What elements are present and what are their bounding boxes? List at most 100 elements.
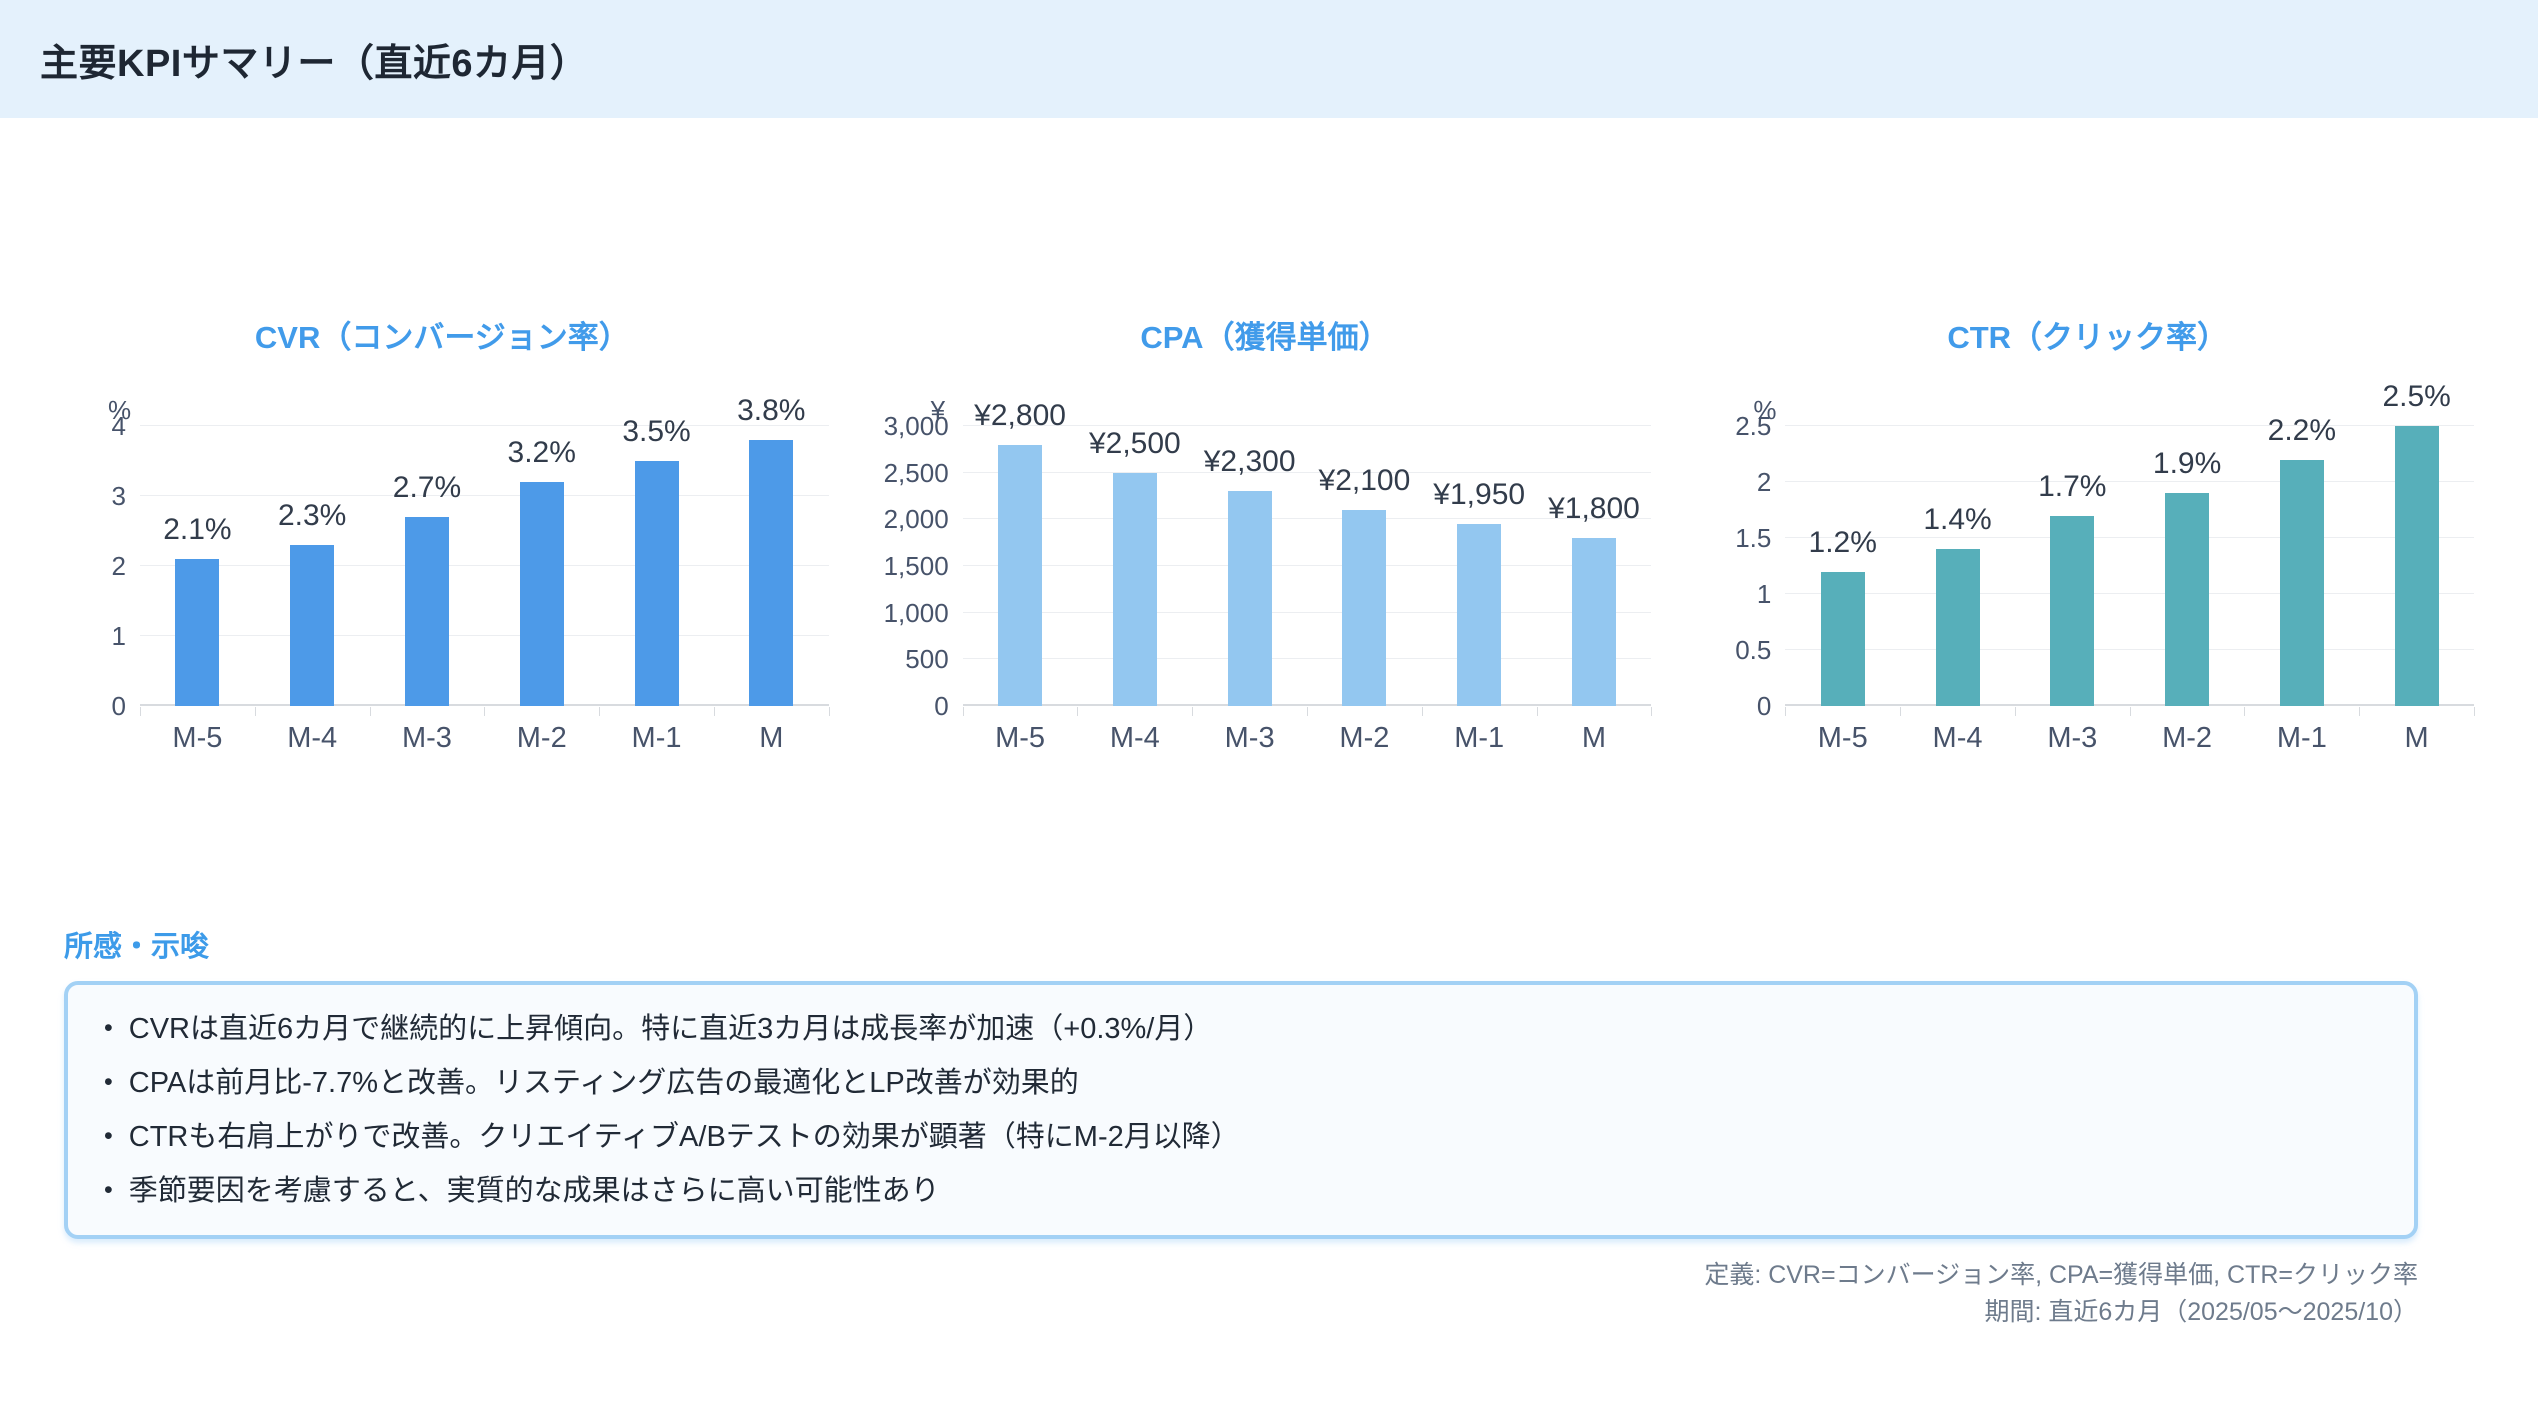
x-tick-label: M-3: [2047, 722, 2098, 754]
y-tick-label: 500: [905, 644, 949, 675]
axis-tick: [1536, 707, 1538, 716]
gridline: [140, 565, 829, 566]
note-bullet-4: 季節要因を考慮すると、実質的な成果はさらに高い可能性あり: [104, 1165, 2378, 1219]
notes-heading: 所感・示唆: [64, 931, 210, 963]
bar-value-label: 2.2%: [2267, 413, 2337, 447]
bar-value-label: ¥2,300: [1203, 445, 1296, 479]
axis-tick: [2474, 707, 2476, 716]
bar-cpa-m-2: [1342, 510, 1387, 706]
bar-slot: 2.5%: [2359, 380, 2474, 706]
bar-value-label: ¥2,800: [974, 398, 1066, 432]
bar-slot: 2.7%: [370, 426, 485, 706]
y-tick-label: 3: [111, 481, 126, 511]
y-tick-label: 0: [1756, 691, 1772, 721]
bar-slot: 3.8%: [714, 394, 829, 706]
axis-tick: [484, 707, 486, 716]
y-tick-label: 1,500: [883, 551, 949, 581]
gridline: [962, 471, 1652, 473]
chart-title-cpa: CPA（獲得単価）: [1140, 320, 1390, 355]
bar-slot: 3.5%: [599, 415, 714, 706]
bar-value-label: ¥2,500: [1088, 426, 1181, 460]
bar-slot: ¥2,500: [1077, 426, 1192, 706]
x-axis-labels-cvr: M-5 M-4 M-3 M-2 M-1 M: [140, 706, 829, 755]
gridline: [140, 495, 829, 496]
y-axis-unit-row-ctr: %: [1701, 382, 2474, 426]
page-title: 主要KPIサマリー（直近6カ月）: [40, 42, 589, 85]
x-tick-label: M-1: [1454, 722, 1505, 754]
footnotes: 定義: CVR=コンバージョン率, CPA=獲得単価, CTR=クリック率 期間…: [64, 1257, 2418, 1331]
bar-slot: ¥2,800: [963, 399, 1078, 706]
y-tick-label: 2,500: [883, 457, 949, 488]
bar-cpa-m-4: [1112, 472, 1157, 706]
bar-slot: 1.4%: [1900, 426, 2015, 706]
y-tick-label: 1: [111, 621, 126, 651]
bar-value-label: 2.1%: [163, 513, 232, 546]
x-tick-label: M: [2404, 722, 2429, 754]
y-tick-label: 2: [1756, 467, 1772, 497]
axis-tick: [1421, 707, 1423, 716]
chart-card-cvr: CVR（コンバージョン率）% 0 1 2 3 4 2.1% 2.3% 2.7% 3.2% 3.5% 3…: [56, 318, 830, 755]
bars-cpa: ¥2,800 ¥2,500 ¥2,300 ¥2,100 ¥1,950 ¥1,800: [963, 399, 1652, 706]
x-tick-label: M-3: [1224, 722, 1275, 754]
axis-tick: [2359, 707, 2361, 716]
gridline: [962, 518, 1652, 520]
gridline: [1785, 425, 2475, 426]
x-tick-label: M-4: [287, 722, 338, 754]
bar-slot: 3.2%: [484, 426, 599, 706]
bar-value-label: 2.7%: [392, 471, 462, 504]
y-tick-label: 4: [111, 411, 126, 441]
period-note: 期間: 直近6カ月（2025/05〜2025/10）: [1984, 1298, 2418, 1326]
plot-area-ctr: 1.2% 1.4% 1.7% 1.9% 2.2% 2.5%: [1785, 380, 2476, 716]
bar-cvr-m: [749, 440, 794, 706]
plot-area-cpa: ¥2,800 ¥2,500 ¥2,300 ¥2,100 ¥1,950 ¥1,800: [962, 399, 1653, 716]
kpi-dashboard: CVR（コンバージョン率）% 0 1 2 3 4 2.1% 2.3% 2.7% 3.2% 3.5% 3…: [0, 318, 2538, 1331]
bar-slot: 2.1%: [140, 426, 255, 706]
axis-tick: [1192, 707, 1194, 716]
bar-value-label: 3.5%: [622, 415, 691, 448]
y-axis-ctr: 0 0.5 1 1.5 2 2.5: [1701, 413, 1785, 719]
y-tick-label: 2.5: [1735, 411, 1772, 441]
bar-ctr-m-4: [1935, 549, 1980, 706]
y-tick-label: 2,000: [883, 504, 949, 535]
bar-value-label: ¥1,950: [1433, 478, 1526, 511]
x-axis-line: [140, 704, 829, 706]
x-tick-label: M-2: [2162, 722, 2213, 754]
y-tick-label: 3,000: [883, 411, 949, 441]
bar-value-label: ¥1,800: [1548, 492, 1640, 525]
x-axis-line: [1785, 704, 2475, 706]
axis-tick: [1651, 707, 1653, 716]
notes-list: CVRは直近6カ月で継続的に上昇傾向。特に直近3カ月は成長率が加速（+0.3%/…: [104, 1003, 2378, 1219]
gridline: [1785, 537, 2475, 538]
notes-section: 所感・示唆 CVRは直近6カ月で継続的に上昇傾向。特に直近3カ月は成長率が加速（…: [64, 927, 2418, 1239]
x-tick-label: M-2: [516, 722, 567, 754]
bar-cvr-m-5: [175, 559, 220, 706]
axis-tick: [1785, 707, 1787, 716]
note-bullet-1: CVRは直近6カ月で継続的に上昇傾向。特に直近3カ月は成長率が加速（+0.3%/…: [104, 1003, 2378, 1057]
x-tick-label: M: [1581, 722, 1607, 754]
bars-ctr: 1.2% 1.4% 1.7% 1.9% 2.2% 2.5%: [1785, 380, 2474, 706]
y-tick-label: 1,000: [883, 597, 949, 628]
bar-cpa-m: [1571, 538, 1616, 706]
plot-row-ctr: 0 0.5 1 1.5 2 2.5 1.2% 1.4% 1.7% 1.9% 2.2% 2.5%: [1701, 380, 2476, 719]
bars-cvr: 2.1% 2.3% 2.7% 3.2% 3.5% 3.8%: [140, 394, 829, 706]
x-axis-labels-cpa: M-5 M-4 M-3 M-2 M-1 M: [963, 706, 1652, 755]
y-tick-label: 0: [934, 691, 949, 721]
axis-tick: [2129, 707, 2131, 716]
bar-cvr-m-2: [519, 482, 564, 706]
gridline: [140, 425, 829, 426]
definition-note: 定義: CVR=コンバージョン率, CPA=獲得単価, CTR=クリック率: [1704, 1261, 2418, 1289]
bar-value-label: ¥2,100: [1318, 464, 1411, 497]
y-tick-label: 1.5: [1735, 523, 1772, 553]
gridline: [962, 611, 1652, 613]
x-axis-line: [962, 704, 1652, 706]
bar-value-label: 3.2%: [507, 436, 576, 469]
x-tick-label: M-1: [2276, 722, 2327, 754]
bar-ctr-m-2: [2165, 493, 2210, 706]
bar-value-label: 1.9%: [2152, 447, 2222, 481]
bar-cpa-m-1: [1457, 524, 1502, 706]
bar-slot: 1.2%: [1785, 426, 1900, 706]
bar-slot: ¥1,950: [1422, 426, 1537, 706]
bar-value-label: 1.2%: [1808, 525, 1877, 559]
bar-value-label: 3.8%: [737, 394, 806, 427]
bar-cpa-m-5: [998, 444, 1043, 706]
